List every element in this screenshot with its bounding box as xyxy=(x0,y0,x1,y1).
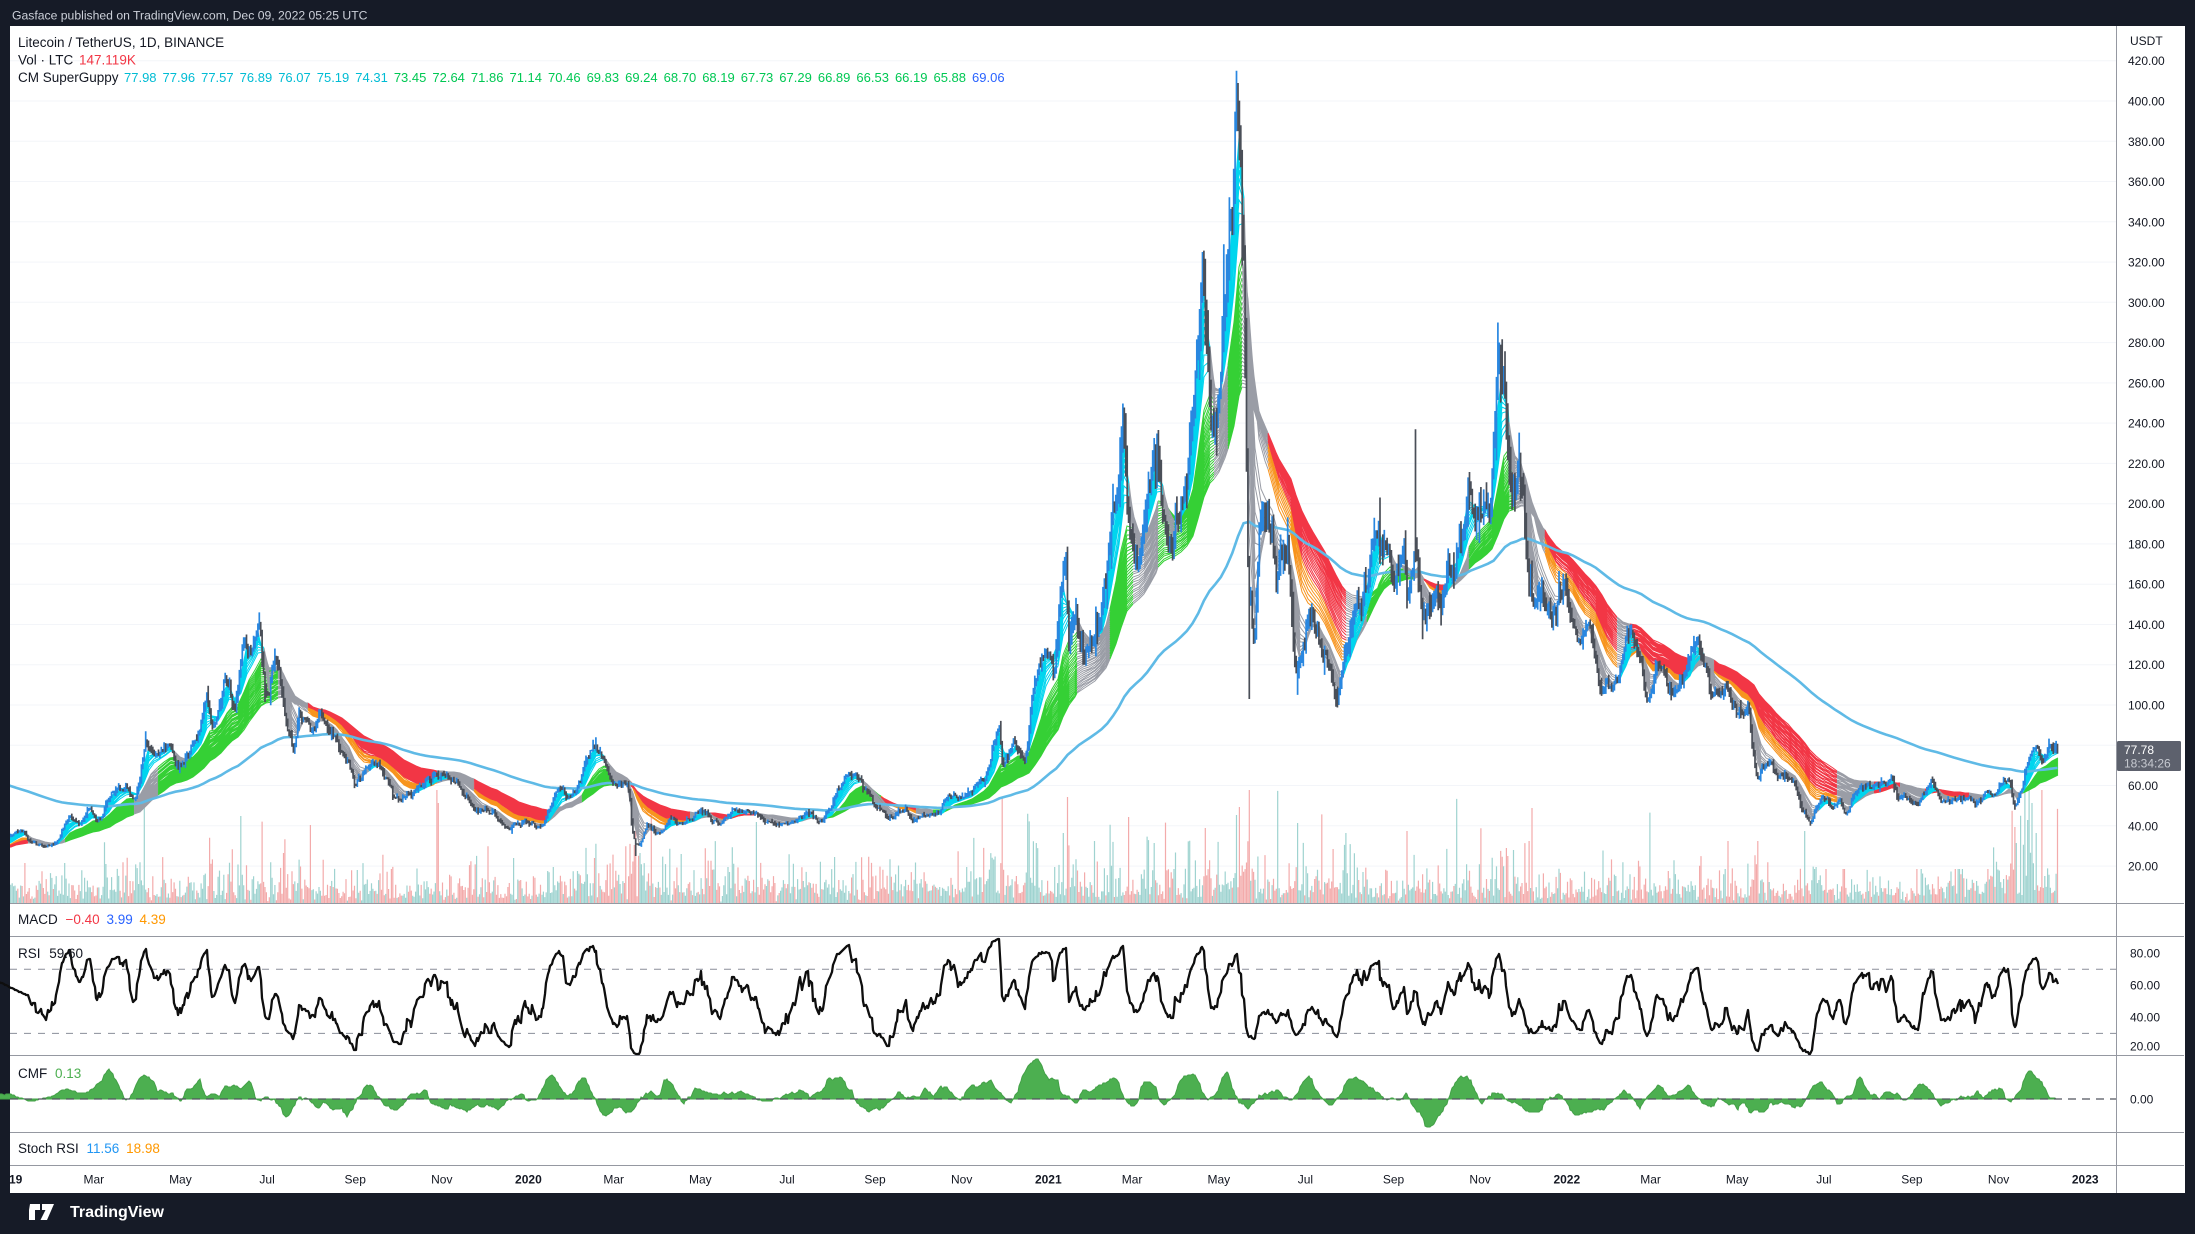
svg-text:60.00: 60.00 xyxy=(2130,978,2160,992)
svg-text:160.00: 160.00 xyxy=(2128,578,2165,592)
svg-text:Jul: Jul xyxy=(1298,1173,1313,1187)
svg-text:2023: 2023 xyxy=(2072,1173,2099,1187)
svg-text:Mar: Mar xyxy=(1122,1173,1143,1187)
svg-text:18:34:26: 18:34:26 xyxy=(2124,757,2171,771)
svg-text:240.00: 240.00 xyxy=(2128,417,2165,431)
svg-text:20.00: 20.00 xyxy=(2128,860,2158,874)
svg-text:340.00: 340.00 xyxy=(2128,215,2165,229)
svg-text:Nov: Nov xyxy=(1469,1173,1490,1187)
svg-text:40.00: 40.00 xyxy=(2128,819,2158,833)
svg-text:Sep: Sep xyxy=(1901,1173,1923,1187)
svg-text:May: May xyxy=(689,1173,712,1187)
svg-text:CMF 0.13: CMF 0.13 xyxy=(18,1066,81,1081)
svg-text:RSI 59.60: RSI 59.60 xyxy=(18,946,83,961)
svg-text:Mar: Mar xyxy=(603,1173,624,1187)
svg-text:Jul: Jul xyxy=(779,1173,794,1187)
svg-text:Mar: Mar xyxy=(83,1173,104,1187)
svg-text:20.00: 20.00 xyxy=(2130,1040,2160,1054)
svg-text:320.00: 320.00 xyxy=(2128,256,2165,270)
svg-text:Mar: Mar xyxy=(1640,1173,1661,1187)
svg-text:260.00: 260.00 xyxy=(2128,376,2165,390)
svg-text:200.00: 200.00 xyxy=(2128,497,2165,511)
svg-text:0.00: 0.00 xyxy=(2130,1093,2154,1107)
svg-text:360.00: 360.00 xyxy=(2128,175,2165,189)
svg-text:140.00: 140.00 xyxy=(2128,618,2165,632)
svg-text:280.00: 280.00 xyxy=(2128,336,2165,350)
svg-text:400.00: 400.00 xyxy=(2128,95,2165,109)
svg-text:Nov: Nov xyxy=(431,1173,452,1187)
svg-text:120.00: 120.00 xyxy=(2128,658,2165,672)
svg-text:CM SuperGuppy: CM SuperGuppy xyxy=(18,70,119,85)
svg-text:Litecoin / TetherUS, 1D, BINAN: Litecoin / TetherUS, 1D, BINANCE xyxy=(18,35,224,50)
svg-text:80.00: 80.00 xyxy=(2130,947,2160,961)
svg-text:Jul: Jul xyxy=(1816,1173,1831,1187)
svg-text:Gasface published on TradingVi: Gasface published on TradingView.com, De… xyxy=(12,9,368,23)
svg-text:77.78: 77.78 xyxy=(2124,743,2154,757)
svg-text:Vol · LTC 147.119K: Vol · LTC 147.119K xyxy=(18,53,136,68)
svg-text:40.00: 40.00 xyxy=(2130,1010,2160,1024)
svg-text:19: 19 xyxy=(9,1173,23,1187)
svg-text:Sep: Sep xyxy=(864,1173,886,1187)
svg-text:TradingView: TradingView xyxy=(70,1204,165,1221)
svg-text:Nov: Nov xyxy=(1988,1173,2009,1187)
svg-text:Sep: Sep xyxy=(1383,1173,1405,1187)
svg-text:May: May xyxy=(1207,1173,1230,1187)
svg-text:420.00: 420.00 xyxy=(2128,54,2165,68)
svg-text:May: May xyxy=(1726,1173,1749,1187)
svg-text:Stoch RSI 11.56 18.98: Stoch RSI 11.56 18.98 xyxy=(18,1141,160,1156)
svg-text:220.00: 220.00 xyxy=(2128,457,2165,471)
svg-text:Sep: Sep xyxy=(345,1173,367,1187)
svg-text:MACD −0.40 3.99 4.39: MACD −0.40 3.99 4.39 xyxy=(18,912,166,927)
svg-text:Nov: Nov xyxy=(951,1173,972,1187)
svg-text:100.00: 100.00 xyxy=(2128,699,2165,713)
svg-text:USDT: USDT xyxy=(2130,34,2163,48)
svg-text:2022: 2022 xyxy=(1553,1173,1580,1187)
svg-text:60.00: 60.00 xyxy=(2128,779,2158,793)
svg-text:2021: 2021 xyxy=(1035,1173,1062,1187)
svg-text:380.00: 380.00 xyxy=(2128,135,2165,149)
svg-text:300.00: 300.00 xyxy=(2128,296,2165,310)
svg-text:May: May xyxy=(169,1173,192,1187)
svg-text:Jul: Jul xyxy=(259,1173,274,1187)
svg-text:180.00: 180.00 xyxy=(2128,537,2165,551)
svg-text:2020: 2020 xyxy=(515,1173,542,1187)
